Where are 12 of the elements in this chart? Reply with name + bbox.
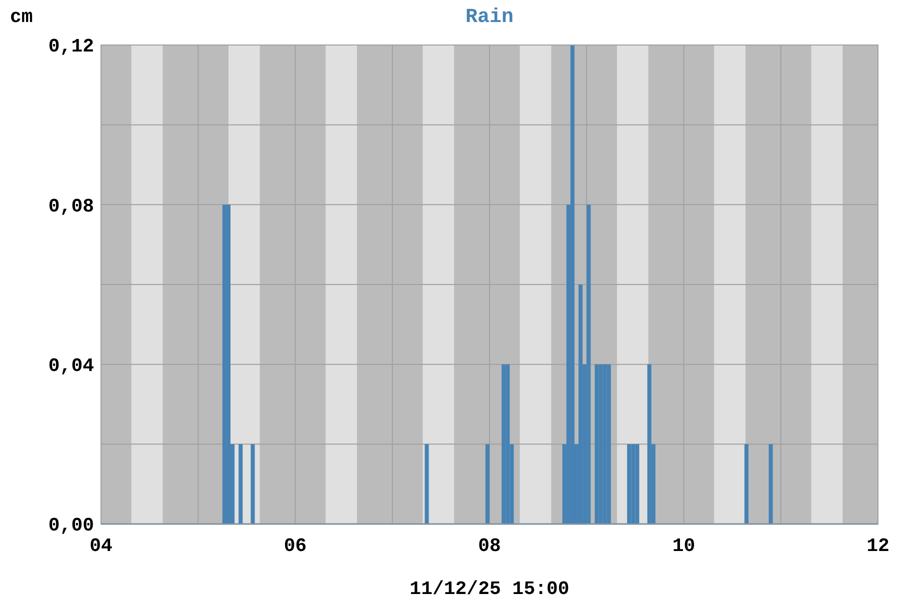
y-tick-label: 0,04 (48, 354, 94, 377)
x-tick-label: 04 (90, 535, 112, 557)
x-tick-label: 08 (478, 535, 501, 557)
chart-title: Rain (465, 6, 514, 29)
y-tick-label: 0,08 (48, 195, 94, 218)
x-tick-label: 10 (672, 535, 696, 557)
y-tick-label: 0,00 (48, 514, 94, 537)
y-axis-title: cm (10, 6, 33, 28)
y-tick-label: 0,12 (48, 36, 94, 58)
x-tick-label: 12 (866, 535, 890, 557)
x-tick-label: 06 (284, 535, 307, 557)
x-axis-title: 11/12/25 15:00 (410, 578, 570, 600)
